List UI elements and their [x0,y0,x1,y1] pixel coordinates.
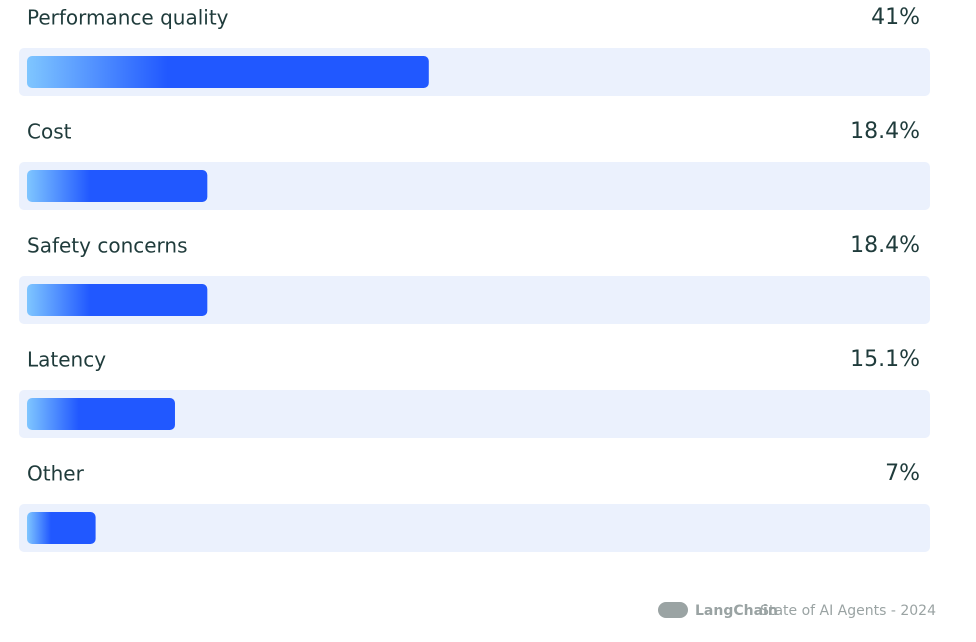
value-label: 41% [871,5,920,30]
bar [27,170,208,202]
category-label: Latency [27,348,106,372]
value-label: 18.4% [850,233,920,258]
footer: LangChain State of AI Agents - 2024 [658,602,936,619]
category-label: Cost [27,120,72,144]
value-label: 18.4% [850,119,920,144]
bar [27,398,175,430]
brand-logo [658,602,688,618]
value-label: 7% [885,461,920,486]
bar [27,284,208,316]
bar [27,56,429,88]
category-label: Performance quality [27,6,229,30]
bar-track [19,276,930,324]
footer-text: State of AI Agents - 2024 [760,603,936,619]
bar-track [19,504,930,552]
value-label: 15.1% [850,347,920,372]
bar [27,512,96,544]
bar-track [19,162,930,210]
category-label: Other [27,462,85,486]
category-label: Safety concerns [27,234,188,258]
brand-name: LangChain [695,603,778,619]
bar-track [19,390,930,438]
